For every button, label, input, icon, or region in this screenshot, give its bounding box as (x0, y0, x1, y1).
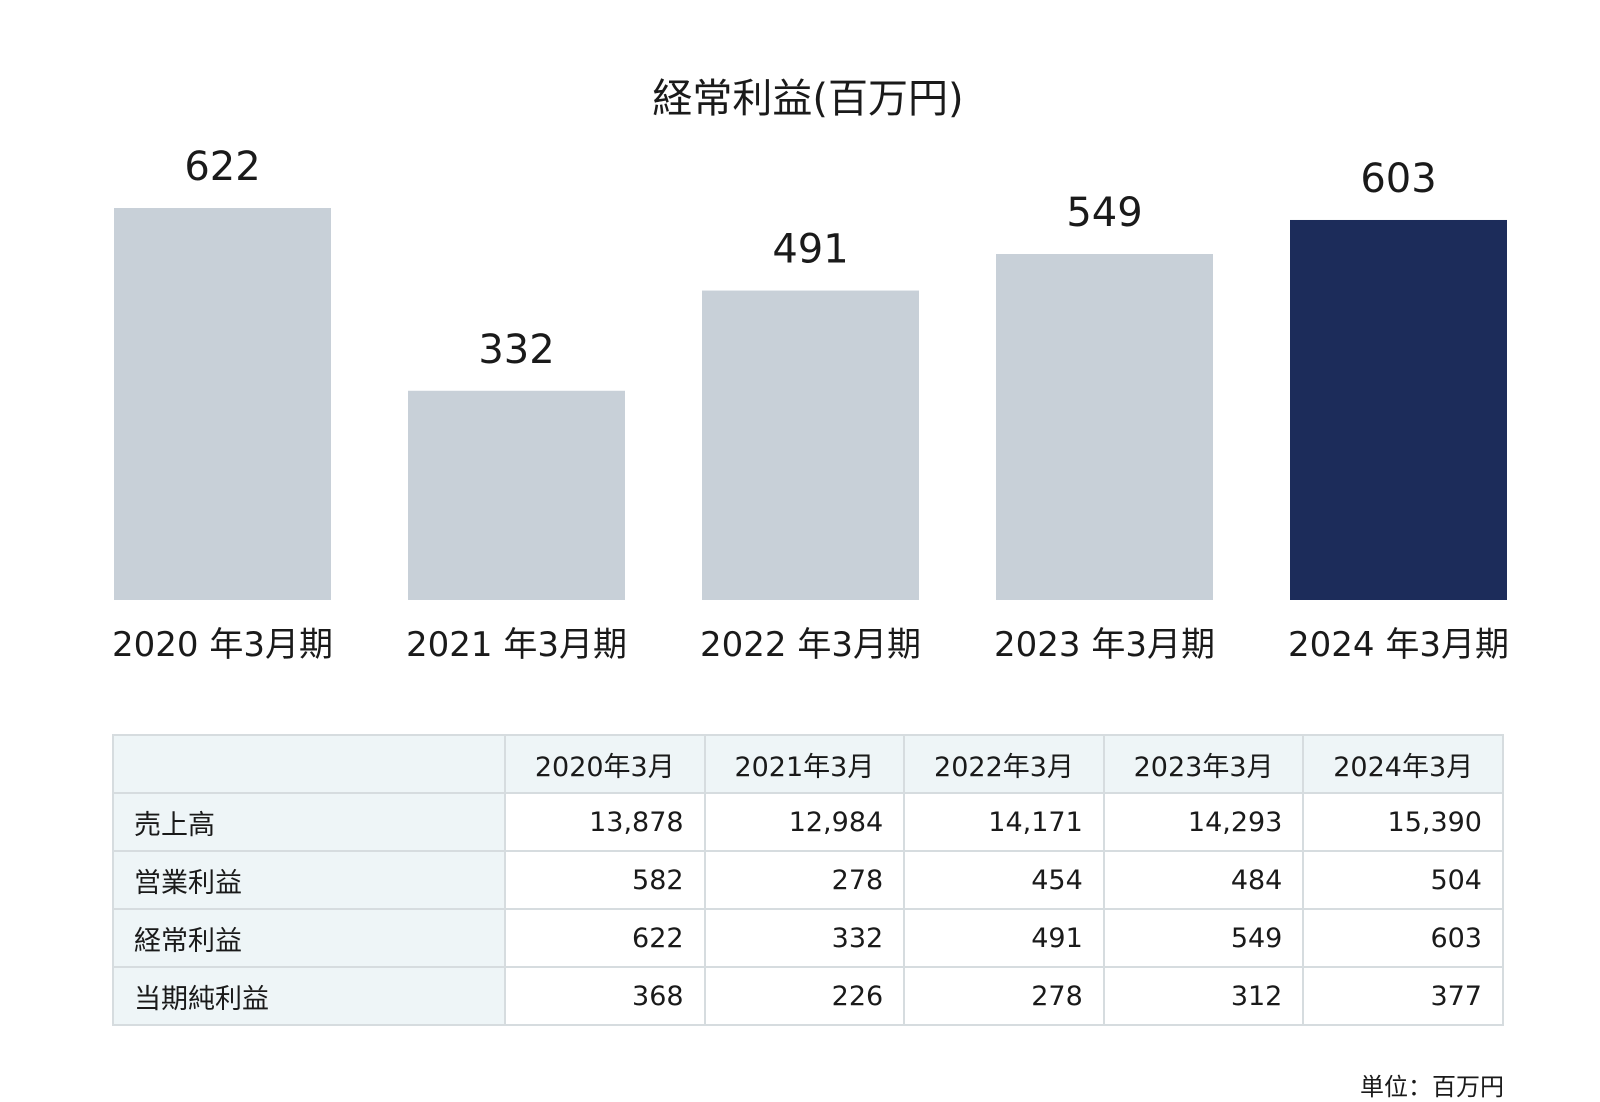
table-row-operating-profit: 営業利益 582 278 454 484 504 (112, 850, 1504, 910)
table-cell: 484 (1102, 850, 1305, 910)
bar-value-label: 491 (772, 227, 848, 273)
category-label: 2021 年3月期 (406, 625, 627, 665)
row-label: 経常利益 (112, 908, 506, 968)
table-cell: 504 (1302, 850, 1504, 910)
bar-value-label: 549 (1066, 190, 1142, 236)
bar-3 (996, 254, 1213, 601)
row-label: 売上高 (112, 792, 506, 852)
table-cell: 368 (504, 966, 706, 1026)
row-label: 当期純利益 (112, 966, 506, 1026)
row-label: 営業利益 (112, 850, 506, 910)
table-cell: 14,171 (903, 792, 1105, 852)
table-header-2024: 2024年3月 (1302, 734, 1504, 794)
table-cell: 278 (703, 850, 906, 910)
table-cell: 12,984 (703, 792, 906, 852)
table-header-row: 2020年3月 2021年3月 2022年3月 2023年3月 2024年3月 (112, 734, 1504, 794)
category-label: 2024 年3月期 (1288, 625, 1509, 665)
bar-value-label: 622 (184, 144, 260, 190)
bar-value-label: 332 (478, 327, 554, 373)
bar-value-label: 603 (1360, 156, 1436, 202)
table-cell: 491 (903, 908, 1105, 968)
unit-note: 単位：百万円 (1360, 1073, 1504, 1101)
table-header-2020: 2020年3月 (504, 734, 706, 794)
table-row-ordinary-profit: 経常利益 622 332 491 549 603 (112, 908, 1504, 968)
table-header-2021: 2021年3月 (703, 734, 906, 794)
table-cell: 15,390 (1302, 792, 1504, 852)
table-header-2023: 2023年3月 (1102, 734, 1305, 794)
table-cell: 13,878 (504, 792, 706, 852)
table-cell: 549 (1102, 908, 1305, 968)
table-cell: 622 (504, 908, 706, 968)
table-cell: 454 (903, 850, 1105, 910)
chart-title: 経常利益(百万円) (652, 76, 963, 122)
table-row-net-income: 当期純利益 368 226 278 312 377 (112, 966, 1504, 1026)
table-cell: 603 (1302, 908, 1504, 968)
category-label: 2023 年3月期 (994, 625, 1215, 665)
category-label: 2020 年3月期 (112, 625, 333, 665)
table-cell: 332 (703, 908, 906, 968)
category-label: 2022 年3月期 (700, 625, 921, 665)
bar-0 (114, 208, 331, 600)
bar-1 (408, 390, 625, 600)
table-cell: 377 (1302, 966, 1504, 1026)
table-cell: 312 (1102, 966, 1305, 1026)
table-cell: 582 (504, 850, 706, 910)
bar-4 (1290, 219, 1507, 600)
table-header-2022: 2022年3月 (903, 734, 1105, 794)
table-cell: 226 (703, 966, 906, 1026)
table-header-corner (112, 734, 506, 794)
table-cell: 14,293 (1102, 792, 1305, 852)
bar-2 (702, 290, 919, 600)
table-row-sales: 売上高 13,878 12,984 14,171 14,293 15,390 (112, 792, 1504, 852)
table-cell: 278 (903, 966, 1105, 1026)
financial-table: 2020年3月 2021年3月 2022年3月 2023年3月 2024年3月 … (112, 734, 1504, 1026)
bar-chart: 経常利益(百万円) 622 2020 年3月期 332 2021 年3月期 491 202… (112, 76, 1509, 665)
